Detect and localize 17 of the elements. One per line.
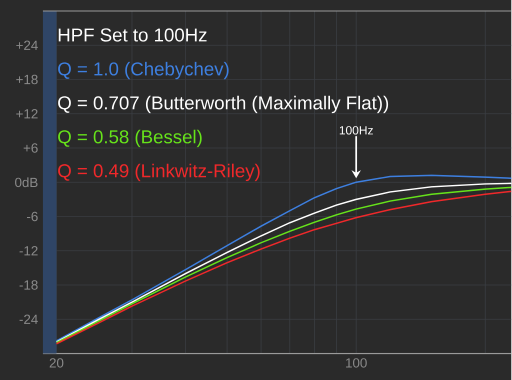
y-tick-label: 0dB [15,177,38,187]
text: Q = 0.707 (Butterworth (Maximally Flat)) [58,96,388,113]
text: Q = 1.0 (Chebychev) [58,62,229,79]
y-tick-label: +6 [24,143,38,152]
text: Q = 0.49 (Linkwitz-Riley) [58,163,260,181]
y-tick-label: +18 [16,74,38,84]
text: Q = 0.58 (Bessel) [58,130,202,147]
y-tick-label: +12 [16,108,38,118]
x-tick-label: 20 [50,358,64,368]
y-tick-label: -6 [26,212,38,221]
annotation: 100Hz [340,126,373,134]
y-tick-label: -24 [20,314,38,324]
y-tick-label: -18 [20,280,38,290]
y-tick-label: +24 [16,40,38,50]
y-tick-label: -12 [20,246,38,256]
x-tick-label: 100 [346,358,367,368]
text: HPF Set to 100Hz [58,28,207,42]
